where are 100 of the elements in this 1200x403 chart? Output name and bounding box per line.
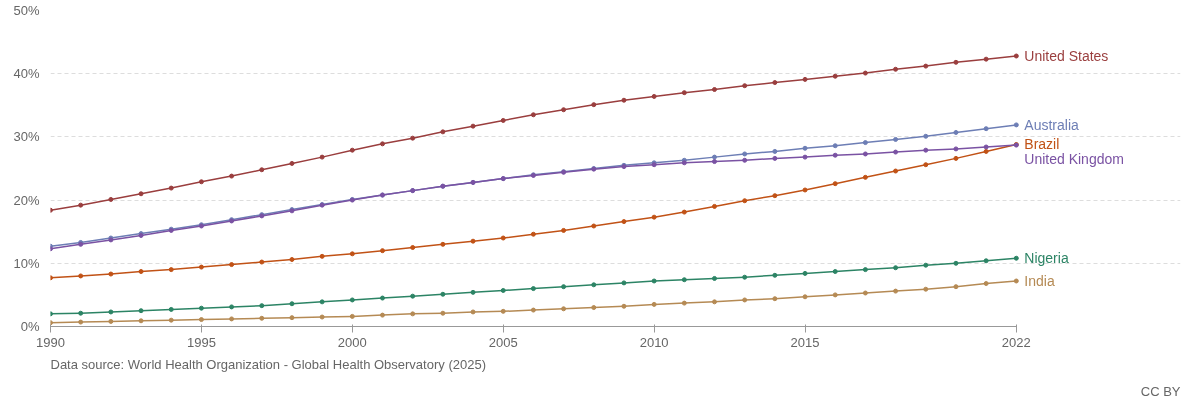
point [440, 310, 446, 316]
point [289, 301, 295, 307]
point [470, 238, 476, 244]
point [289, 160, 295, 166]
point [319, 253, 325, 259]
source-note: Data source: World Health Organization - Global Health Observatory (2025) [50, 356, 486, 372]
point [470, 123, 476, 129]
series-label: United Kingdom [1024, 150, 1124, 167]
point [319, 154, 325, 160]
point [742, 198, 748, 204]
point [651, 214, 657, 220]
point [893, 149, 899, 155]
point [1013, 53, 1019, 59]
point [862, 151, 868, 157]
point [681, 300, 687, 306]
point [923, 133, 929, 139]
point [983, 281, 989, 287]
point [832, 292, 838, 298]
point [983, 126, 989, 132]
point [712, 154, 717, 160]
point [802, 294, 808, 300]
series-label: Nigeria [1024, 250, 1069, 267]
y-tick-label: 30% [13, 129, 40, 145]
point [862, 70, 868, 76]
point [1013, 278, 1019, 284]
point [832, 269, 838, 275]
y-tick-label: 40% [13, 66, 40, 82]
point [591, 305, 597, 311]
point [983, 56, 989, 62]
point [862, 290, 868, 296]
point [229, 304, 235, 310]
point [561, 227, 567, 233]
point [742, 83, 748, 89]
point [893, 168, 899, 174]
point [923, 147, 929, 153]
point [410, 311, 416, 317]
point [772, 148, 778, 154]
point [410, 245, 416, 250]
point [802, 270, 808, 276]
point [259, 315, 265, 321]
point [862, 267, 868, 273]
point [621, 280, 627, 286]
point [621, 219, 627, 225]
point [772, 80, 778, 86]
point [229, 262, 235, 268]
point [802, 187, 808, 193]
point [500, 235, 506, 241]
point [349, 251, 355, 257]
point [349, 147, 355, 153]
point [953, 146, 959, 152]
point [410, 293, 416, 299]
x-tick-label: 2000 [337, 334, 367, 350]
point [742, 151, 748, 157]
point [712, 203, 717, 209]
point [198, 317, 204, 323]
point [168, 317, 174, 323]
series-label: United States [1024, 48, 1109, 64]
y-tick-label: 0% [20, 319, 40, 334]
series-label: India [1024, 273, 1055, 289]
point [681, 277, 687, 283]
point [712, 275, 717, 281]
point [108, 196, 114, 202]
point [168, 185, 174, 191]
point [380, 141, 385, 147]
y-tick-label: 20% [13, 192, 40, 208]
point [953, 284, 959, 290]
point [319, 314, 325, 320]
point [712, 159, 717, 165]
point [108, 309, 114, 315]
point [500, 287, 506, 293]
text: CC BY [1140, 383, 1181, 399]
point [893, 136, 899, 142]
point [983, 144, 989, 150]
point [440, 241, 446, 247]
y-tick-label: 50% [13, 3, 40, 18]
point [78, 319, 84, 325]
y-tick-label: 10% [13, 255, 40, 271]
point [380, 295, 385, 301]
point [168, 267, 174, 273]
point [229, 316, 235, 322]
point [681, 209, 687, 215]
point [198, 264, 204, 270]
point [530, 307, 536, 313]
point [832, 152, 838, 158]
x-tick-label: 2010 [639, 334, 669, 350]
point [138, 308, 144, 314]
point [651, 93, 657, 99]
point [802, 145, 808, 151]
point [923, 63, 929, 69]
point [983, 258, 989, 264]
point [108, 271, 114, 277]
point [651, 301, 657, 307]
point [259, 167, 265, 173]
point [440, 129, 446, 135]
point [923, 286, 929, 292]
point [591, 223, 597, 229]
point [289, 257, 295, 262]
point [802, 76, 808, 82]
point [832, 143, 838, 149]
series-label: Australia [1024, 116, 1079, 133]
